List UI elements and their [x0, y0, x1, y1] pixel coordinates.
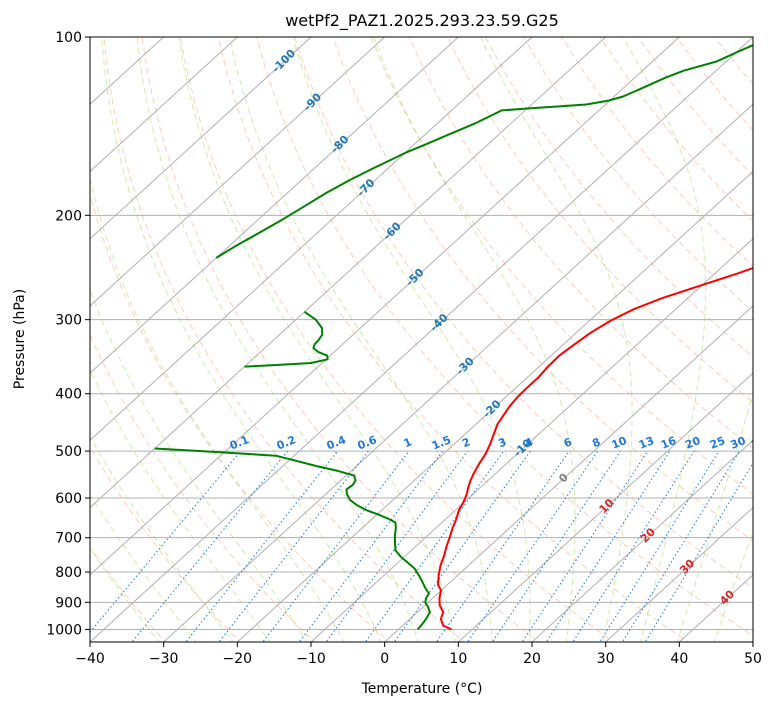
y-tick-label: 600: [55, 491, 82, 507]
mixing-ratio-label: 13: [637, 434, 656, 452]
isotherm-line: [604, 506, 753, 642]
isotherm-line: [383, 305, 753, 642]
isotherm-line: [90, 37, 753, 642]
x-tick-label: 20: [523, 651, 541, 667]
isotherm-line: [90, 37, 607, 509]
x-tick-label: −10: [296, 651, 326, 667]
y-tick-label: 900: [55, 595, 82, 611]
mixing-ratio-line: [435, 450, 570, 642]
mixing-ratio-line: [644, 461, 753, 642]
mixing-ratio-label: 20: [683, 434, 702, 452]
mixing-ratio-label: 1: [402, 435, 414, 450]
isotherm-line: [90, 37, 681, 576]
y-tick-label: 700: [55, 531, 82, 547]
dry-adiabat: [370, 37, 753, 495]
y-axis-title: Pressure (hPa): [12, 289, 28, 389]
mixing-ratio-line: [218, 450, 369, 642]
x-axis-title: Temperature (°C): [361, 681, 483, 697]
dewpoint-line: [244, 310, 329, 368]
chart-title: wetPf2_PAZ1.2025.293.23.59.G25: [285, 11, 559, 31]
y-tick-label: 800: [55, 565, 82, 581]
y-tick-label: 400: [55, 387, 82, 403]
dry-adiabat: [141, 37, 540, 642]
mixing-ratio-lines: [90, 450, 753, 642]
mixing-ratio-label: 8: [590, 435, 602, 450]
mixing-ratio-label: 3: [496, 435, 508, 450]
x-tick-label: −40: [75, 651, 105, 667]
mixing-ratio-label: 36: [749, 434, 768, 452]
moist-adiabat: [101, 37, 382, 642]
isotherm-line: [90, 37, 386, 307]
mixing-ratio-line: [621, 450, 740, 642]
dry-adiabat: [256, 37, 753, 637]
moist-adiabat: [90, 176, 345, 642]
x-axis-ticks: −40 −30 −20 −10 0 10 20 30 40 50: [75, 642, 762, 667]
y-tick-label: 200: [55, 208, 82, 224]
mixing-ratio-line: [262, 450, 410, 642]
plot-frame: [89, 36, 754, 643]
temperature-line: [437, 267, 753, 631]
x-tick-label: 30: [597, 651, 615, 667]
mixing-ratio-line: [185, 450, 338, 642]
isotherm-line: [457, 372, 753, 642]
sounding-profiles: [154, 44, 753, 631]
isotherm-line: [90, 37, 533, 442]
dry-adiabat: [332, 37, 753, 542]
x-tick-label: −30: [149, 651, 179, 667]
y-tick-label: 500: [55, 444, 82, 460]
x-tick-label: −20: [223, 651, 253, 667]
mixing-ratio-line: [521, 450, 649, 642]
x-tick-label: 0: [380, 651, 389, 667]
x-tick-label: 50: [744, 651, 762, 667]
x-tick-label: 40: [670, 651, 688, 667]
isotherm-line: [90, 37, 165, 105]
isotherm-line: [162, 103, 753, 642]
mixing-ratio-label: 2: [460, 435, 472, 450]
dewpoint-line: [154, 447, 431, 631]
dry-adiabat: [90, 445, 241, 642]
mixing-ratio-label: 30: [728, 434, 747, 452]
dry-adiabat: [294, 37, 753, 589]
isotherm-line: [90, 37, 460, 374]
isotherm-line: [310, 237, 753, 642]
y-tick-label: 1000: [46, 622, 82, 638]
dewpoint-line: [215, 44, 753, 259]
mixing-ratio-line: [466, 450, 599, 642]
plot-grid: [90, 37, 753, 642]
mixing-ratio-label: 10: [610, 434, 629, 452]
mixing-ratio-label: 25: [708, 434, 727, 452]
y-tick-label: 300: [55, 313, 82, 329]
isotherm-line: [236, 170, 753, 642]
y-tick-label: 100: [55, 30, 82, 46]
isotherm-line: [531, 439, 753, 642]
y-axis-ticks: 100 200 300 400 500 600 700 800 900 1000: [46, 30, 90, 638]
mixing-ratio-line: [298, 450, 444, 642]
isotherm-line: [90, 37, 312, 240]
isotherm-line: [90, 37, 239, 173]
mixing-ratio-line: [491, 450, 621, 642]
x-tick-label: 10: [449, 651, 467, 667]
mixing-ratio-label: 16: [659, 434, 678, 452]
mixing-ratio-line: [131, 450, 288, 642]
